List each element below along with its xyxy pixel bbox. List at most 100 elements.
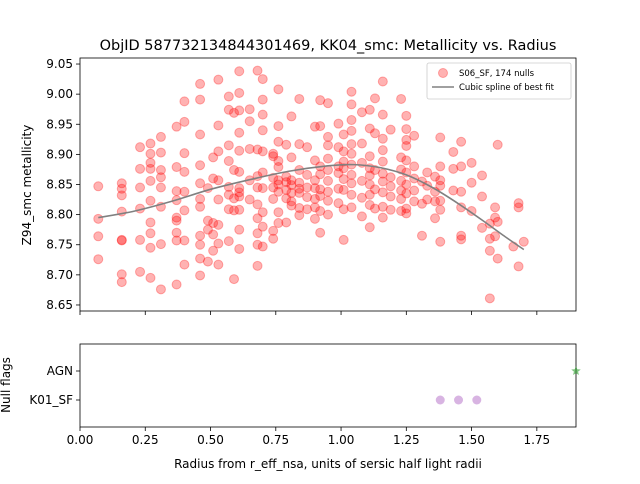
- metallicity-point: [401, 140, 412, 151]
- metallicity-point: [409, 130, 420, 141]
- metallicity-point: [229, 205, 240, 216]
- metallicity-point: [377, 176, 388, 187]
- metallicity-point: [364, 189, 375, 200]
- metallicity-point: [377, 109, 388, 120]
- metallicity-point: [456, 202, 467, 213]
- metallicity-point: [401, 155, 412, 166]
- metallicity-point: [490, 231, 501, 242]
- metallicity-point: [252, 182, 263, 193]
- metallicity-point: [356, 211, 367, 222]
- metallicity-point: [273, 186, 284, 197]
- metallicity-point: [309, 183, 320, 194]
- bottom-x-tick-label: 0.75: [262, 433, 289, 447]
- bottom-x-tick-label: 0.25: [132, 433, 159, 447]
- metallicity-point: [179, 148, 190, 159]
- metallicity-point: [145, 272, 156, 283]
- metallicity-point: [356, 138, 367, 149]
- metallicity-point: [435, 132, 446, 143]
- metallicity-point: [252, 199, 263, 210]
- metallicity-point: [294, 183, 305, 194]
- metallicity-point: [333, 198, 344, 209]
- metallicity-point: [195, 160, 206, 171]
- metallicity-point: [346, 99, 357, 110]
- metallicity-point: [93, 231, 104, 242]
- metallicity-point: [323, 186, 333, 197]
- metallicity-point: [294, 177, 305, 188]
- metallicity-point: [430, 196, 441, 207]
- metallicity-point: [179, 116, 190, 127]
- metallicity-point: [213, 120, 224, 131]
- metallicity-point: [477, 191, 488, 202]
- metallicity-point: [294, 210, 305, 221]
- top-y-tick-label: 8.90: [46, 147, 73, 161]
- metallicity-point: [268, 148, 279, 159]
- metallicity-point: [401, 179, 412, 190]
- spline-fit-line: [98, 163, 525, 251]
- k01-sf-flag-point: [454, 395, 464, 405]
- k01-sf-flag-point: [472, 395, 482, 405]
- metallicity-point: [145, 228, 156, 239]
- bottom-y-ticks: AGN K01_SF: [29, 364, 80, 407]
- legend-entry-fit: Cubic spline of best fit: [459, 83, 555, 93]
- metallicity-point: [346, 148, 357, 159]
- legend-point-marker: [438, 68, 448, 78]
- metallicity-point: [338, 234, 349, 245]
- metallicity-point: [356, 175, 367, 186]
- metallicity-point: [213, 74, 224, 85]
- metallicity-point: [456, 161, 467, 172]
- metallicity-point: [145, 157, 156, 168]
- metallicity-point: [234, 66, 245, 77]
- metallicity-point: [333, 168, 344, 179]
- bottom-x-tick-label: 0.00: [67, 433, 94, 447]
- metallicity-point: [377, 156, 388, 167]
- metallicity-point: [385, 181, 396, 192]
- metallicity-point: [234, 145, 245, 156]
- metallicity-point: [422, 167, 433, 178]
- metallicity-point: [396, 193, 407, 204]
- metallicity-point: [116, 277, 127, 288]
- metallicity-point: [377, 145, 388, 156]
- metallicity-point: [281, 177, 292, 188]
- bottom-x-tick-label: 1.50: [458, 433, 485, 447]
- metallicity-point: [315, 184, 326, 195]
- metallicity-point: [116, 183, 127, 194]
- metallicity-point: [202, 224, 213, 235]
- metallicity-point: [323, 140, 333, 151]
- k01-sf-flag-point: [435, 395, 445, 405]
- metallicity-points: [93, 65, 529, 304]
- metallicity-point: [268, 193, 279, 204]
- metallicity-point: [302, 142, 313, 153]
- metallicity-point: [229, 274, 240, 285]
- metallicity-point: [179, 259, 190, 270]
- metallicity-point: [492, 216, 503, 227]
- metallicity-point: [171, 215, 182, 226]
- metallicity-point: [401, 188, 412, 199]
- metallicity-point: [229, 193, 240, 204]
- metallicity-point: [377, 187, 388, 198]
- metallicity-point: [171, 212, 182, 223]
- metallicity-point: [145, 217, 156, 228]
- metallicity-point: [257, 183, 268, 194]
- metallicity-point: [155, 182, 166, 193]
- metallicity-point: [315, 227, 326, 238]
- metallicity-point: [513, 198, 524, 209]
- metallicity-point: [229, 165, 240, 176]
- metallicity-point: [257, 125, 268, 136]
- metallicity-point: [257, 94, 268, 105]
- null-flag-points: [435, 366, 581, 405]
- metallicity-point: [195, 230, 206, 241]
- metallicity-point: [223, 189, 234, 200]
- metallicity-point: [364, 104, 375, 115]
- bottom-x-tick-label: 0.50: [197, 433, 224, 447]
- metallicity-point: [213, 259, 224, 270]
- metallicity-point: [155, 131, 166, 142]
- metallicity-point: [145, 163, 156, 174]
- metallicity-point: [268, 233, 279, 244]
- metallicity-point: [281, 193, 292, 204]
- metallicity-point: [377, 168, 388, 179]
- metallicity-point: [456, 230, 467, 241]
- metallicity-point: [422, 194, 433, 205]
- metallicity-point: [484, 245, 495, 256]
- metallicity-point: [257, 221, 268, 232]
- metallicity-point: [346, 178, 357, 189]
